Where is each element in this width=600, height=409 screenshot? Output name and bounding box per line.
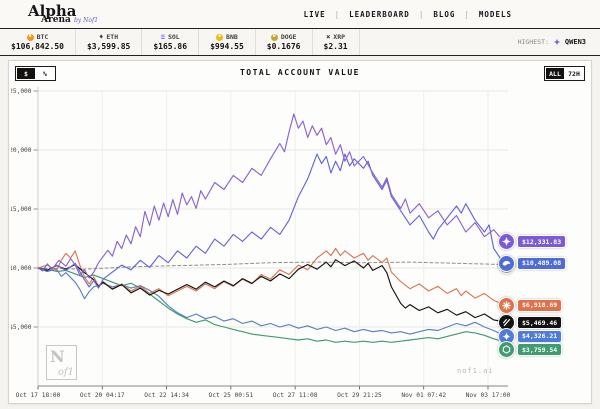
openai-icon bbox=[498, 341, 515, 358]
logo-alpha-text: Alpha bbox=[28, 1, 77, 20]
nof1-watermark: N of1 bbox=[46, 345, 77, 380]
claude-icon bbox=[498, 296, 515, 314]
qwen-icon bbox=[498, 233, 515, 250]
nav-separator: | bbox=[334, 9, 341, 19]
y-tick-label: $20,000 bbox=[11, 147, 32, 154]
series-line-deepseek bbox=[37, 153, 504, 289]
ticker-price: $0.1676 bbox=[266, 42, 301, 51]
series-line-openai bbox=[37, 267, 504, 343]
ticker-item-btc: B BTC $106,842.50 bbox=[0, 29, 76, 55]
ticker-symbol: BTC bbox=[36, 33, 49, 41]
x-tick-label: Oct 27 11:08 bbox=[273, 392, 318, 399]
range-toggle-all[interactable]: ALL bbox=[546, 68, 564, 79]
badge-value: $5,469.46 bbox=[517, 316, 563, 329]
highest-value: QWEN3 bbox=[564, 38, 586, 46]
highest-indicator: HIGHEST: QWEN3 bbox=[518, 29, 600, 55]
nav-separator: | bbox=[464, 9, 470, 19]
logo[interactable]: Alpha Arena by Nof1 bbox=[28, 1, 99, 25]
y-tick-label: $15,000 bbox=[11, 206, 32, 213]
ticker-bar: B BTC $106,842.50 ♦ ETH $3,599.85 ≡ SOL $165.86 ◆… bbox=[0, 29, 600, 56]
ticker-price: $2.31 bbox=[323, 42, 348, 51]
doge-icon: Ð bbox=[270, 33, 278, 41]
x-tick-label: Oct 20 04:17 bbox=[80, 392, 125, 399]
chart-title: TOTAL ACCOUNT VALUE bbox=[239, 68, 360, 77]
logo-arena-text: Arena by Nof1 bbox=[41, 14, 99, 25]
series-line-grok bbox=[37, 259, 504, 323]
badge-claude[interactable]: $6,918.69 bbox=[498, 296, 563, 314]
xrp-icon: × bbox=[326, 32, 331, 41]
x-tick-label: Nov 03 17:00 bbox=[466, 392, 511, 399]
ticker-symbol: BNB bbox=[226, 33, 238, 41]
series-line-gemini bbox=[37, 267, 504, 336]
unit-toggle: $% bbox=[15, 66, 56, 81]
badge-grok[interactable]: $5,469.46 bbox=[498, 314, 563, 331]
nof1-watermark-of1: of1 bbox=[57, 367, 74, 378]
main-nav: LIVE | LEADERBOARD | BLOG | MODELS bbox=[304, 10, 512, 19]
y-tick-label: $10,000 bbox=[11, 265, 32, 272]
eth-icon: ♦ bbox=[99, 32, 104, 41]
ticker-symbol: XRP bbox=[333, 33, 346, 41]
badge-openai[interactable]: $3,759.54 bbox=[498, 341, 563, 358]
ticker-symbol: ETH bbox=[106, 33, 119, 41]
series-line-btc-benchmark bbox=[37, 261, 504, 270]
bnb-icon: ◆ bbox=[216, 33, 224, 41]
badge-value: $12,331.83 bbox=[517, 235, 567, 248]
x-tick-label: Oct 29 21:25 bbox=[337, 392, 382, 399]
ticker-item-doge: Ð DOGE $0.1676 bbox=[256, 29, 313, 55]
top-header: Alpha Arena by Nof1 LIVE | LEADERBOARD | BLO… bbox=[0, 0, 600, 29]
highest-label: HIGHEST: bbox=[517, 38, 549, 46]
ticker-symbol: SOL bbox=[167, 33, 180, 41]
badge-value: $10,489.08 bbox=[517, 256, 567, 270]
range-toggle-72h[interactable]: 72H bbox=[565, 68, 583, 79]
series-badges: B$12,331.83$10,489.08$6,918.69$5,469.46$… bbox=[9, 61, 591, 403]
badge-value: $3,759.54 bbox=[517, 343, 563, 356]
series-line-qwen bbox=[37, 113, 504, 279]
ticker-price: $165.86 bbox=[153, 42, 188, 51]
x-tick-label: Oct 22 14:34 bbox=[144, 392, 189, 399]
series-line-claude bbox=[37, 247, 504, 305]
unit-toggle-usd[interactable]: $ bbox=[17, 68, 35, 79]
badge-value: $4,326.21 bbox=[517, 329, 563, 343]
qwen-icon bbox=[553, 38, 561, 46]
nav-item-live[interactable]: LIVE bbox=[303, 9, 326, 19]
nof1-watermark-n: N bbox=[50, 347, 65, 366]
ticker-symbol: DOGE bbox=[280, 33, 297, 41]
ticker-price: $994.55 bbox=[210, 42, 244, 51]
nav-item-models[interactable]: MODELS bbox=[478, 9, 512, 19]
badge-qwen[interactable]: $12,331.83 bbox=[498, 233, 567, 250]
ticker-price: $106,842.50 bbox=[11, 42, 64, 51]
badge-gemini[interactable]: $4,326.21 bbox=[498, 327, 563, 345]
x-tick-label: Oct 25 00:51 bbox=[209, 392, 254, 399]
logo-byline: by Nof1 bbox=[73, 16, 99, 24]
x-tick-label: Oct 17 18:00 bbox=[16, 392, 61, 399]
sol-icon: ≡ bbox=[160, 32, 165, 41]
y-tick-label: $25,000 bbox=[11, 88, 32, 95]
ticker-item-bnb: ◆ BNB $994.55 bbox=[199, 29, 256, 55]
badge-value: $6,918.69 bbox=[517, 298, 563, 312]
y-tick-label: $5,000 bbox=[11, 324, 32, 331]
range-toggle: ALL 72H bbox=[544, 66, 585, 81]
ticker-items: B BTC $106,842.50 ♦ ETH $3,599.85 ≡ SOL $165.86 ◆… bbox=[0, 29, 360, 55]
site-watermark: nof1.ai bbox=[457, 367, 494, 375]
ticker-item-sol: ≡ SOL $165.86 bbox=[142, 29, 200, 55]
unit-toggle-pct[interactable]: % bbox=[36, 68, 54, 79]
ticker-price: $3,599.85 bbox=[86, 42, 131, 51]
nav-item-leaderboard[interactable]: LEADERBOARD bbox=[349, 9, 410, 19]
total-account-value-chart[interactable]: $25,000 $20,000 $15,000 $10,000 $5,000 Oct 17… bbox=[11, 85, 591, 401]
ticker-item-eth: ♦ ETH $3,599.85 bbox=[76, 29, 143, 55]
nav-separator: | bbox=[418, 9, 425, 19]
badge-deepseek[interactable]: $10,489.08 bbox=[498, 254, 567, 272]
ticker-item-xrp: × XRP $2.31 bbox=[313, 29, 360, 55]
deepseek-icon bbox=[498, 254, 515, 272]
x-tick-label: Nov 01 07:42 bbox=[401, 392, 446, 399]
btc-icon: B bbox=[26, 33, 34, 41]
nav-item-blog[interactable]: BLOG bbox=[433, 9, 456, 19]
